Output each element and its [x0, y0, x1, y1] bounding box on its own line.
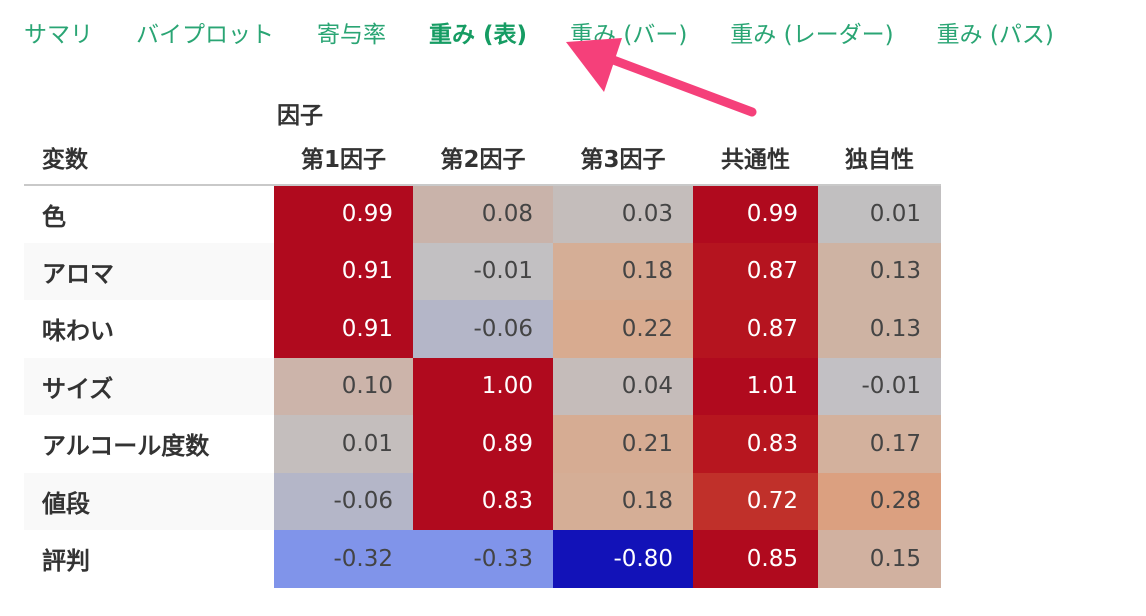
cell-value: 0.87: [693, 242, 818, 300]
column-header-factor3: 第3因子: [553, 130, 693, 186]
tab-weights-bar[interactable]: 重み (バー): [570, 22, 688, 48]
cell-value: 0.10: [274, 357, 413, 415]
variable-header: 変数: [24, 130, 274, 186]
table-row: 値段 -0.06 0.83 0.18 0.72 0.28: [24, 472, 941, 530]
row-label: サイズ: [24, 357, 274, 415]
table-row: 色 0.99 0.08 0.03 0.99 0.01: [24, 185, 941, 243]
column-header-factor2: 第2因子: [413, 130, 553, 186]
tab-weights-path[interactable]: 重み (パス): [936, 22, 1054, 48]
column-header-factor1: 第1因子: [274, 130, 413, 186]
cell-value: 0.85: [693, 530, 818, 588]
row-label: 評判: [42, 547, 90, 576]
cell-value: -0.06: [413, 300, 553, 358]
cell-value: 0.01: [274, 415, 413, 473]
factor-group-header: 因子: [277, 103, 323, 129]
cell-value: 0.08: [413, 185, 553, 243]
cell-value: 0.21: [553, 415, 693, 473]
cell-value: 0.13: [818, 300, 941, 358]
column-header-communality: 共通性: [693, 130, 818, 186]
tab-weights-table[interactable]: 重み (表): [429, 22, 528, 48]
cell-value: 0.91: [274, 242, 413, 300]
cell-value: -0.33: [413, 530, 553, 588]
cell-value: -0.06: [274, 472, 413, 530]
table-row: 評判 -0.32 -0.33 -0.80 0.85 0.15: [24, 530, 941, 588]
cell-value: 0.87: [693, 300, 818, 358]
cell-value: 0.03: [553, 185, 693, 243]
cell-value: 0.83: [413, 472, 553, 530]
cell-value: 0.04: [553, 357, 693, 415]
cell-value: -0.80: [553, 530, 693, 588]
row-label: 値段: [24, 472, 274, 530]
cell-value: -0.01: [818, 357, 941, 415]
cell-value: 0.72: [693, 472, 818, 530]
cell-value: 1.00: [413, 357, 553, 415]
loadings-table: 因子 変数 第1因子 第2因子 第3因子 共通性 独自性 色 0.99 0.08…: [24, 86, 941, 588]
tab-weights-radar[interactable]: 重み (レーダー): [730, 22, 894, 48]
cell-value: 0.99: [693, 185, 818, 243]
cell-value: -0.01: [413, 242, 553, 300]
cell-value: 0.91: [274, 300, 413, 358]
row-label: 味わい: [42, 317, 114, 346]
row-label: アロマ: [24, 242, 274, 300]
tab-contribution[interactable]: 寄与率: [317, 22, 386, 48]
cell-value: 0.18: [553, 472, 693, 530]
cell-value: 0.22: [553, 300, 693, 358]
cell-value: 0.17: [818, 415, 941, 473]
cell-value: -0.32: [274, 530, 413, 588]
row-label: 色: [42, 202, 66, 231]
tab-summary[interactable]: サマリ: [24, 22, 93, 48]
row-label: アルコール度数: [42, 432, 210, 461]
cell-value: 1.01: [693, 357, 818, 415]
cell-value: 0.83: [693, 415, 818, 473]
cell-value: 0.13: [818, 242, 941, 300]
cell-value: 0.15: [818, 530, 941, 588]
column-header-uniqueness: 独自性: [818, 130, 941, 186]
cell-value: 0.28: [818, 472, 941, 530]
cell-value: 0.99: [274, 185, 413, 243]
tab-bar: サマリ バイプロット 寄与率 重み (表) 重み (バー) 重み (レーダー) …: [24, 12, 1054, 52]
table-row: サイズ 0.10 1.00 0.04 1.01 -0.01: [24, 357, 941, 415]
cell-value: 0.89: [413, 415, 553, 473]
table-row: 味わい 0.91 -0.06 0.22 0.87 0.13: [24, 300, 941, 358]
tab-biplot[interactable]: バイプロット: [136, 22, 274, 48]
table-row: アロマ 0.91 -0.01 0.18 0.87 0.13: [24, 242, 941, 300]
table-row: アルコール度数 0.01 0.89 0.21 0.83 0.17: [24, 415, 941, 473]
cell-value: 0.01: [818, 185, 941, 243]
cell-value: 0.18: [553, 242, 693, 300]
